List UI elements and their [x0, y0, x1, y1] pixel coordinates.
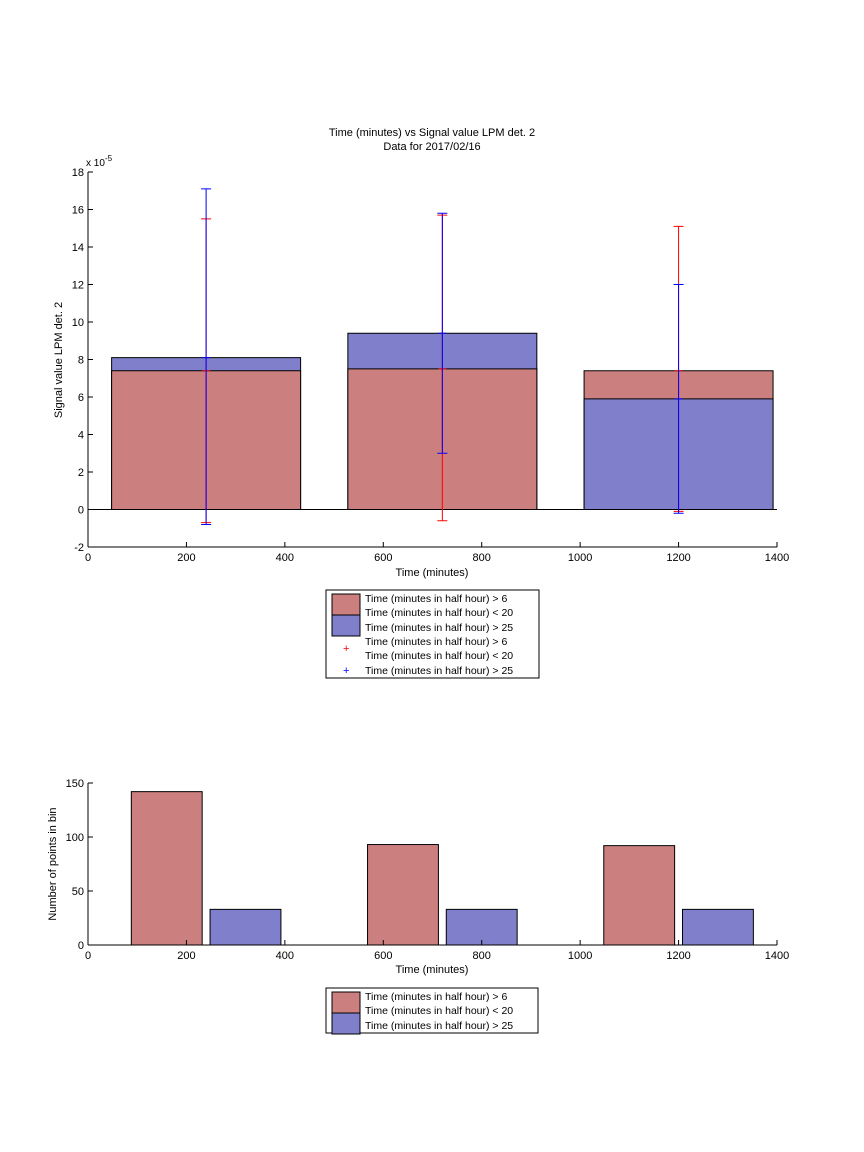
- y-tick-label: 18: [72, 167, 84, 179]
- legend-entry: Time (minutes in half hour) < 20: [365, 650, 513, 662]
- x-tick-label: 0: [85, 950, 91, 962]
- x-axis-label: Time (minutes): [396, 964, 469, 976]
- x-tick-label: 800: [473, 950, 491, 962]
- exponent-label: x 10-5: [86, 154, 113, 169]
- x-tick-label: 1200: [666, 950, 690, 962]
- y-tick-label: 4: [78, 430, 84, 442]
- x-tick-label: 0: [85, 552, 91, 564]
- bottom-legend: Time (minutes in half hour) > 6 Time (mi…: [325, 987, 539, 1035]
- y-tick-label: 8: [78, 355, 84, 367]
- bar: [367, 844, 439, 946]
- y-tick-label: 150: [66, 778, 84, 790]
- y-tick-label: -2: [74, 542, 84, 554]
- bar: [130, 791, 203, 946]
- x-tick-label: 1400: [765, 552, 789, 564]
- bottom-bars-layer: [130, 791, 754, 946]
- y-tick-label: 0: [78, 940, 84, 952]
- legend-marker-blue: +: [343, 665, 349, 677]
- bar: [682, 908, 754, 946]
- x-tick-label: 800: [473, 552, 491, 564]
- legend-entry: Time (minutes in half hour) > 25: [365, 622, 513, 634]
- bar: [603, 845, 676, 946]
- x-axis-label: Time (minutes): [396, 567, 469, 579]
- legend-entry: Time (minutes in half hour) < 20: [365, 1005, 513, 1017]
- legend-swatch-blue: [331, 1012, 361, 1035]
- x-tick-label: 600: [374, 552, 392, 564]
- legend-entry: Time (minutes in half hour) > 6: [365, 991, 507, 1003]
- legend-entry: Time (minutes in half hour) < 20: [365, 607, 513, 619]
- bottom-axes-layer: 0 200 400 600 800 1000 1200 1400 0 50 100 150: [66, 778, 790, 962]
- chart-subtitle: Data for 2017/02/16: [383, 141, 480, 153]
- x-tick-label: 400: [276, 950, 294, 962]
- x-tick-label: 200: [177, 950, 195, 962]
- chart-title: Time (minutes) vs Signal value LPM det. …: [329, 127, 535, 139]
- x-tick-label: 200: [177, 552, 195, 564]
- legend-swatch-red: [331, 593, 361, 616]
- y-tick-label: 2: [78, 467, 84, 479]
- signal-chart: Time (minutes) vs Signal value LPM det. …: [53, 127, 789, 579]
- x-tick-label: 1000: [568, 552, 592, 564]
- legend-swatch-blue: [331, 614, 361, 637]
- y-tick-label: 10: [72, 317, 84, 329]
- legend-entry: Time (minutes in half hour) > 25: [365, 1020, 513, 1032]
- legend-swatch-red: [331, 991, 361, 1014]
- bar: [209, 908, 282, 946]
- y-tick-label: 12: [72, 280, 84, 292]
- x-tick-label: 400: [276, 552, 294, 564]
- x-tick-label: 1400: [765, 950, 789, 962]
- count-chart: 0 200 400 600 800 1000 1200 1400 0 50 100 150 Time …: [47, 778, 789, 976]
- y-tick-label: 6: [78, 392, 84, 404]
- x-tick-label: 1000: [568, 950, 592, 962]
- top-legend: Time (minutes in half hour) > 6 Time (mi…: [325, 589, 540, 679]
- top-axes-layer: 0 200 400 600 800 1000 1200 1400-20246810121416…: [72, 167, 789, 564]
- legend-entry: Time (minutes in half hour) > 6: [365, 593, 507, 605]
- top-errorbars-layer: [201, 188, 684, 525]
- y-axis-label: Number of points in bin: [47, 807, 59, 920]
- legend-entry: Time (minutes in half hour) > 25: [365, 665, 513, 677]
- x-tick-label: 600: [374, 950, 392, 962]
- legend-entry: Time (minutes in half hour) > 6: [365, 636, 507, 648]
- y-tick-label: 100: [66, 832, 84, 844]
- bar: [445, 908, 518, 946]
- y-axis-label: Signal value LPM det. 2: [53, 302, 65, 418]
- y-tick-label: 0: [78, 505, 84, 517]
- legend-marker-red: +: [343, 643, 349, 655]
- y-tick-label: 14: [72, 242, 84, 254]
- y-tick-label: 16: [72, 205, 84, 217]
- x-tick-label: 1200: [666, 552, 690, 564]
- y-tick-label: 50: [72, 886, 84, 898]
